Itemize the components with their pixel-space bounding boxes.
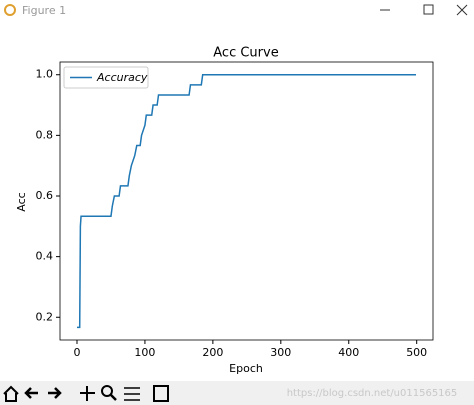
watermark: https://blog.csdn.net/u011565165 xyxy=(287,388,458,399)
y-axis-label: Acc xyxy=(15,192,28,211)
x-tick-label: 100 xyxy=(134,346,155,359)
y-tick-label: 0.6 xyxy=(36,189,54,202)
plot: 0 100 200 300 400 500 0.2 0.4 0.6 0.8 1.0 Accuracy xyxy=(36,61,434,359)
y-tick-label: 0.4 xyxy=(36,250,54,263)
back-button[interactable] xyxy=(24,387,38,399)
y-tick-label: 1.0 xyxy=(36,68,54,81)
y-tick-label: 0.8 xyxy=(36,128,54,141)
axes-frame xyxy=(59,61,434,341)
close-button[interactable] xyxy=(456,4,468,16)
pan-button[interactable] xyxy=(80,386,95,401)
legend-box xyxy=(63,66,149,89)
home-button[interactable] xyxy=(3,385,19,402)
x-axis-label: Epoch xyxy=(229,362,263,375)
maximize-button[interactable] xyxy=(423,4,434,15)
configure-button[interactable] xyxy=(124,387,140,401)
data-line xyxy=(76,73,417,329)
x-tick-label: 0 xyxy=(73,346,80,359)
toolbar xyxy=(0,381,474,405)
x-tick-label: 300 xyxy=(270,346,291,359)
x-tick-label: 500 xyxy=(406,346,427,359)
legend-label: Accuracy xyxy=(96,71,148,84)
y-tick-label: 0.2 xyxy=(36,310,54,323)
title-bar xyxy=(0,0,474,22)
zoom-button[interactable] xyxy=(101,385,113,397)
forward-button[interactable] xyxy=(48,387,62,399)
chart-title: Acc Curve xyxy=(213,46,278,61)
app-icon xyxy=(4,4,16,16)
zoom-handle xyxy=(110,394,117,401)
x-tick-label: 200 xyxy=(202,346,223,359)
window-title: Figure 1 xyxy=(22,4,66,17)
x-tick-label: 400 xyxy=(338,346,359,359)
save-button[interactable] xyxy=(153,385,169,402)
